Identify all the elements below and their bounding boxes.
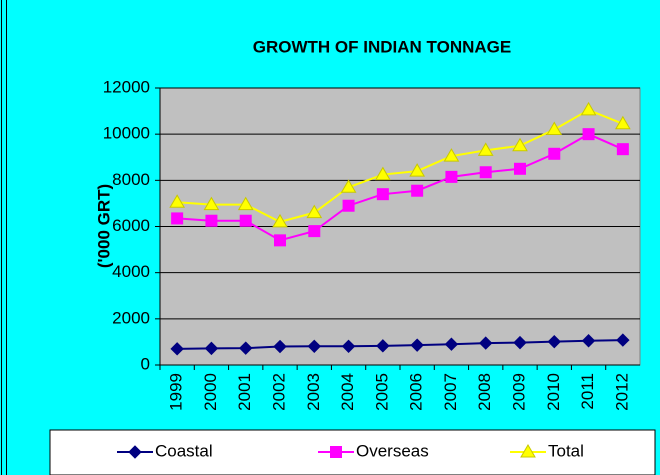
marker: [340, 179, 357, 193]
marker: [237, 196, 254, 211]
marker: [170, 342, 184, 356]
x-tick-label: 2007: [441, 373, 460, 411]
marker: [204, 341, 219, 356]
x-tick-label: 2002: [269, 373, 288, 411]
marker: [342, 199, 355, 212]
marker: [239, 214, 252, 227]
marker: [203, 196, 220, 211]
x-tick-label: 2009: [509, 373, 528, 411]
marker: [374, 166, 391, 181]
marker: [169, 194, 186, 208]
y-tick-label: 6000: [112, 216, 150, 235]
marker: [330, 446, 342, 458]
marker: [546, 121, 563, 136]
y-tick-label: 0: [141, 354, 150, 373]
y-tick-label: 8000: [112, 170, 150, 189]
marker: [443, 148, 460, 162]
y-tick-label: 4000: [112, 262, 150, 281]
marker: [307, 339, 321, 354]
marker: [128, 445, 142, 459]
y-axis-label: ('000 GRT): [94, 184, 113, 268]
marker: [376, 188, 389, 201]
marker: [512, 137, 528, 152]
marker: [410, 338, 424, 352]
marker: [341, 339, 356, 354]
marker: [273, 339, 287, 354]
x-tick-label: 2003: [304, 373, 323, 411]
y-tick-label: 10000: [103, 124, 150, 143]
marker: [477, 142, 494, 156]
chart-title: GROWTH OF INDIAN TONNAGE: [253, 37, 511, 56]
marker: [514, 162, 526, 175]
x-tick-label: 2000: [201, 373, 220, 411]
x-tick-label: 1999: [167, 373, 186, 411]
marker: [205, 214, 218, 227]
marker: [513, 335, 527, 350]
marker: [444, 337, 459, 351]
marker: [616, 143, 629, 156]
x-tick-label: 2008: [475, 373, 494, 411]
marker: [445, 170, 458, 183]
y-tick-label: 2000: [112, 308, 150, 327]
marker: [547, 334, 561, 349]
marker: [376, 339, 390, 353]
x-tick-label: 2011: [578, 373, 597, 410]
marker: [520, 444, 536, 458]
marker: [548, 147, 561, 160]
y-tick-label: 12000: [103, 77, 150, 96]
marker: [239, 341, 253, 355]
marker: [308, 225, 321, 238]
marker: [409, 163, 426, 177]
marker: [411, 184, 424, 197]
marker: [306, 204, 323, 219]
x-tick-label: 2005: [372, 373, 391, 411]
marker: [171, 212, 184, 225]
marker: [479, 336, 493, 350]
legend-label: Coastal: [155, 441, 213, 460]
marker: [272, 213, 288, 228]
marker: [616, 333, 630, 347]
x-tick-label: 2010: [544, 373, 563, 411]
x-tick-label: 2001: [235, 373, 254, 411]
marker: [581, 334, 596, 348]
marker: [580, 101, 597, 116]
marker: [479, 166, 492, 179]
x-tick-label: 2006: [407, 373, 426, 411]
marker: [274, 234, 286, 247]
legend-label: Total: [548, 441, 584, 460]
x-tick-label: 2004: [338, 373, 357, 411]
x-tick-label: 2012: [612, 373, 631, 411]
legend-label: Overseas: [356, 441, 429, 460]
marker: [614, 115, 631, 130]
marker: [582, 128, 595, 141]
